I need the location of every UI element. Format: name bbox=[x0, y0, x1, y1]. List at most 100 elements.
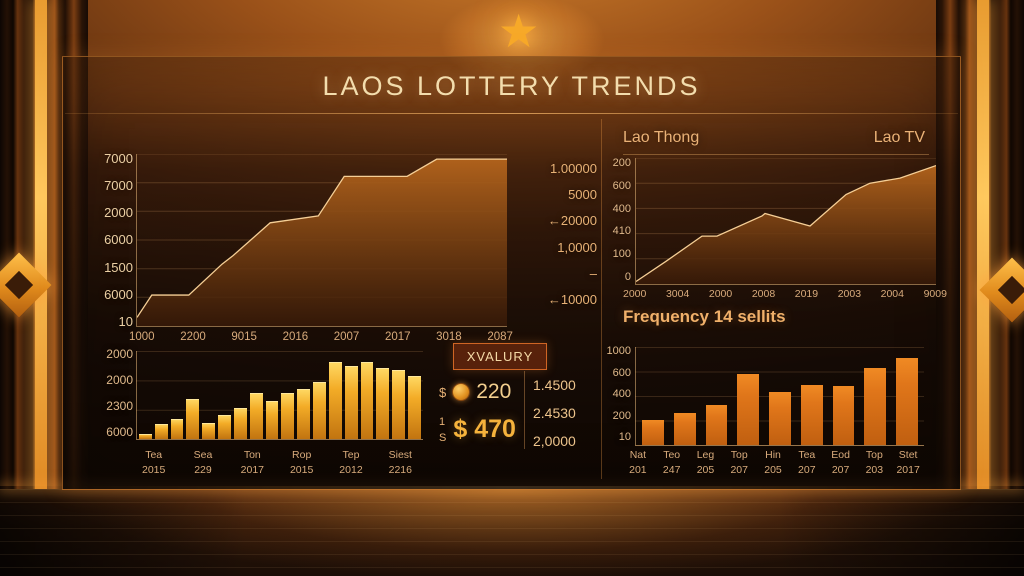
symbol-stack: 1 S bbox=[439, 416, 446, 444]
tick-label: Leg bbox=[696, 449, 715, 461]
gold-bar-chart bbox=[136, 351, 423, 440]
x-axis-label: Stet 2017 bbox=[891, 449, 925, 485]
tick-label: Rop bbox=[292, 449, 312, 461]
tick-label: 2300 bbox=[106, 399, 133, 413]
tick-label: 2008 bbox=[751, 288, 776, 300]
gold-chart-y-axis: 2000 2000 2300 6000 bbox=[89, 347, 133, 439]
tick-label: 201 bbox=[629, 464, 647, 476]
bar bbox=[297, 388, 311, 439]
tick-label: 203 bbox=[865, 464, 884, 476]
tick-label: 2003 bbox=[837, 288, 862, 300]
tick-label: Stet bbox=[898, 449, 918, 461]
currency-symbol: $ bbox=[453, 415, 468, 443]
main-trend-chart-svg bbox=[137, 154, 507, 326]
tick-label: Top bbox=[730, 449, 748, 461]
tick-label: 207 bbox=[730, 464, 748, 476]
tick-label: Teo bbox=[663, 449, 681, 461]
tick-label: 6000 bbox=[104, 286, 133, 302]
tick-label: Sea bbox=[193, 449, 213, 461]
tick-label: 2012 bbox=[339, 464, 363, 476]
tick-label: Ton bbox=[243, 449, 261, 461]
stat-value: 470 bbox=[474, 415, 516, 443]
coin-icon bbox=[452, 383, 471, 401]
bar bbox=[170, 418, 184, 439]
tick-label: 400 bbox=[612, 202, 631, 215]
tick-label: 205 bbox=[696, 464, 715, 476]
tick-label: 1.4500 bbox=[533, 377, 576, 393]
x-axis-label: Tea 207 bbox=[790, 449, 824, 485]
page-title: LAOS LOTTERY TRENDS bbox=[322, 71, 701, 101]
stats-left-column: $ 220 1 S $ 470 bbox=[439, 375, 523, 444]
symbol-bottom: S bbox=[439, 431, 447, 444]
tick-label: 1000 bbox=[129, 331, 155, 343]
tick-label: 7000 bbox=[104, 178, 133, 194]
dashboard-panel: LAOS LOTTERY TRENDS 7000 7000 2000 6000 1500… bbox=[62, 56, 961, 490]
tick-label: 600 bbox=[612, 366, 631, 379]
tick-label: 205 bbox=[764, 464, 782, 476]
stat-value: 220 bbox=[476, 380, 512, 403]
bar bbox=[673, 412, 696, 445]
chart-title-lao-tv: Lao TV bbox=[873, 129, 925, 146]
valuation-badge: XVALURY bbox=[453, 343, 547, 370]
tick-label: 2000 bbox=[106, 347, 133, 361]
tick-label: Siest bbox=[388, 449, 412, 461]
main-chart-y-axis: 7000 7000 2000 6000 1500 6000 10 bbox=[89, 151, 133, 329]
star-icon: ★ bbox=[498, 5, 540, 57]
bar bbox=[154, 424, 168, 439]
bar bbox=[281, 393, 295, 439]
tick-label: – bbox=[589, 265, 597, 281]
tick-label: 2015 bbox=[141, 464, 166, 476]
stat-row: 1 S $ 470 bbox=[439, 415, 523, 444]
bar bbox=[249, 393, 263, 439]
tick-label: 3004 bbox=[665, 288, 690, 300]
stats-divider bbox=[524, 371, 525, 449]
column-divider bbox=[601, 119, 602, 479]
tick-label: 2017 bbox=[896, 464, 920, 476]
tick-label: Eod bbox=[831, 449, 850, 461]
symbol-top: 1 bbox=[439, 415, 446, 428]
tick-label: 207 bbox=[831, 464, 850, 476]
tick-label: 2015 bbox=[289, 464, 314, 476]
lao-chart-header: Lao Thong Lao TV bbox=[623, 129, 925, 147]
bar bbox=[642, 419, 664, 445]
frequency-chart-x-axis: Nat 201 Teo 247 Leg 205 Top 207 Hin 205 Tea 207 Eod 2… bbox=[621, 449, 925, 485]
tick-label: 2017 bbox=[384, 331, 411, 343]
bar bbox=[769, 392, 791, 445]
x-axis-label: Siest 2216 bbox=[376, 449, 425, 485]
tick-label: 2017 bbox=[240, 464, 264, 476]
tick-label: 2007 bbox=[333, 331, 360, 343]
glow-bar bbox=[35, 0, 47, 494]
bar bbox=[737, 374, 760, 445]
tick-label: 5000 bbox=[568, 187, 597, 203]
tick-label: 0 bbox=[624, 270, 631, 283]
x-axis-label: Eod 207 bbox=[824, 449, 858, 485]
tick-label: 2200 bbox=[180, 331, 206, 343]
tick-label: 600 bbox=[612, 179, 631, 192]
bar bbox=[186, 398, 200, 439]
frequency-chart-y-axis: 1000 600 400 200 10 bbox=[595, 345, 631, 443]
tick-label: 229 bbox=[194, 464, 212, 476]
bar bbox=[705, 404, 728, 445]
tick-label: 10 bbox=[118, 313, 133, 329]
lao-thong-area-chart bbox=[635, 158, 936, 285]
tick-label: 2,0000 bbox=[533, 433, 576, 449]
x-axis-label: Teo 247 bbox=[655, 449, 689, 485]
bar bbox=[896, 357, 919, 445]
tick-label: 2.4530 bbox=[533, 405, 576, 421]
gold-chart-x-axis: Tea 2015 Sea 229 Ton 2017 Rop 2015 Tep 2012 Siest 2… bbox=[129, 449, 425, 485]
tick-label: 6000 bbox=[106, 425, 133, 439]
big-stat-value: $ 470 bbox=[453, 415, 516, 444]
main-trend-area-chart bbox=[136, 154, 507, 327]
lao-chart-y-axis: 200 600 400 410 100 0 bbox=[595, 157, 631, 283]
tick-label: 2087 bbox=[487, 331, 513, 343]
tick-label: 1000 bbox=[606, 345, 631, 357]
x-axis-label: Leg 205 bbox=[689, 449, 723, 485]
stat-row: $ 220 bbox=[439, 375, 523, 409]
tick-label: 1,0000 bbox=[557, 239, 597, 255]
tick-label: 2216 bbox=[388, 464, 412, 476]
tick-label: 207 bbox=[798, 464, 816, 476]
bar bbox=[800, 385, 823, 445]
tick-label: Tea bbox=[145, 449, 163, 461]
title-divider bbox=[65, 113, 958, 114]
tick-label: 6000 bbox=[104, 232, 133, 248]
